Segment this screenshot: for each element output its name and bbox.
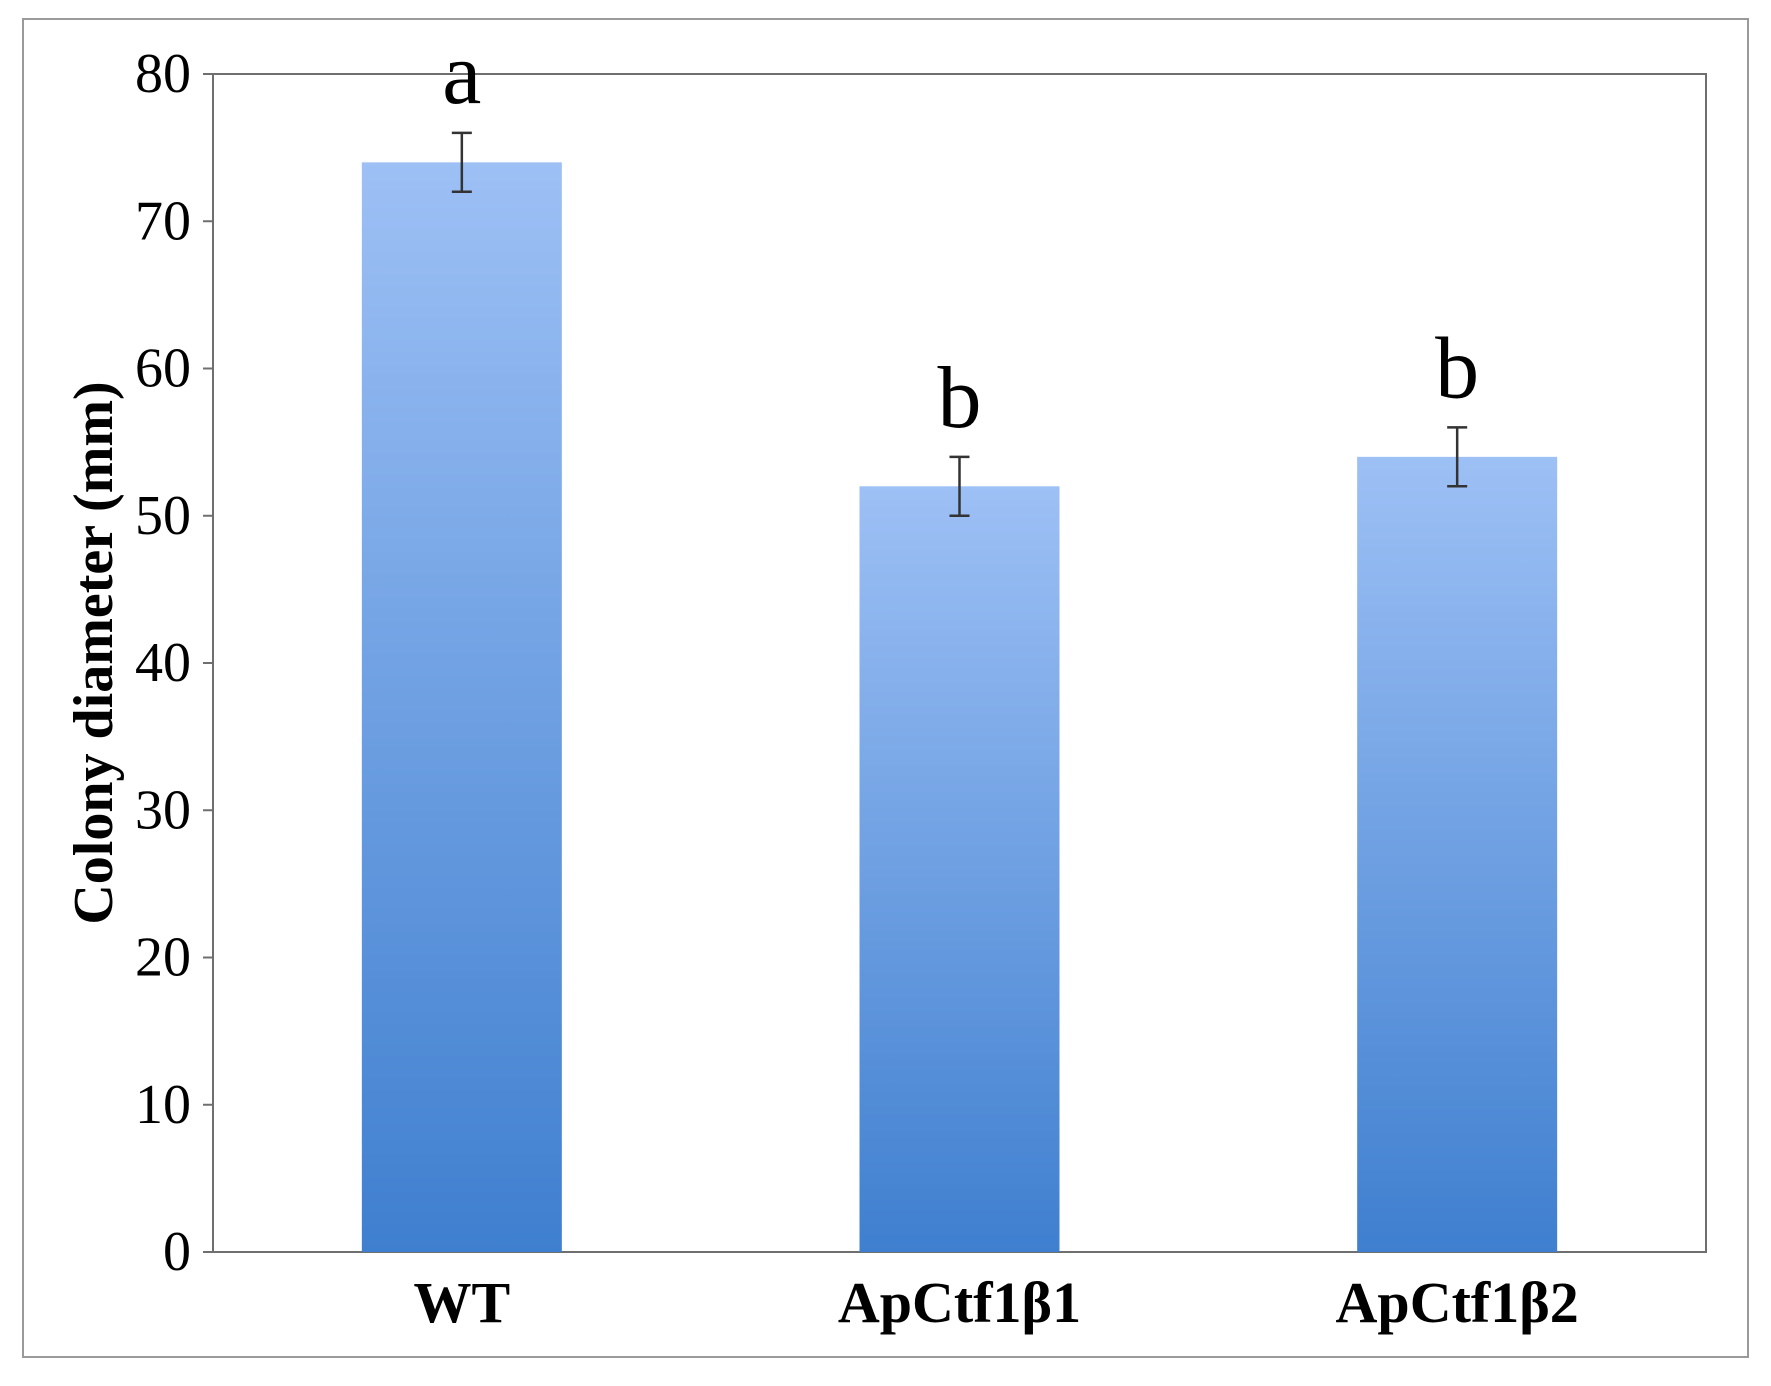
y-tick-label: 70: [135, 190, 191, 252]
x-category-label-3: ApCtf1β2: [1336, 1270, 1579, 1335]
y-tick-label: 10: [135, 1074, 191, 1136]
bar-3: [1357, 456, 1558, 1253]
bar-1: [361, 162, 562, 1253]
y-tick-label: 50: [135, 485, 191, 547]
y-tick-label: 80: [135, 43, 191, 105]
y-axis-title: Colony diameter (mm): [63, 381, 125, 924]
significance-label-2: b: [938, 350, 982, 447]
y-tick-label: 20: [135, 927, 191, 989]
bar-2: [859, 486, 1060, 1252]
y-tick-label: 40: [135, 632, 191, 694]
y-tick-label: 60: [135, 338, 191, 400]
y-tick-label: 30: [135, 779, 191, 841]
significance-label-3: b: [1435, 320, 1479, 417]
x-category-label-1: WT: [413, 1270, 510, 1335]
y-tick-label: 0: [163, 1221, 191, 1283]
x-category-label-2: ApCtf1β1: [838, 1270, 1081, 1335]
significance-label-1: a: [442, 26, 481, 123]
